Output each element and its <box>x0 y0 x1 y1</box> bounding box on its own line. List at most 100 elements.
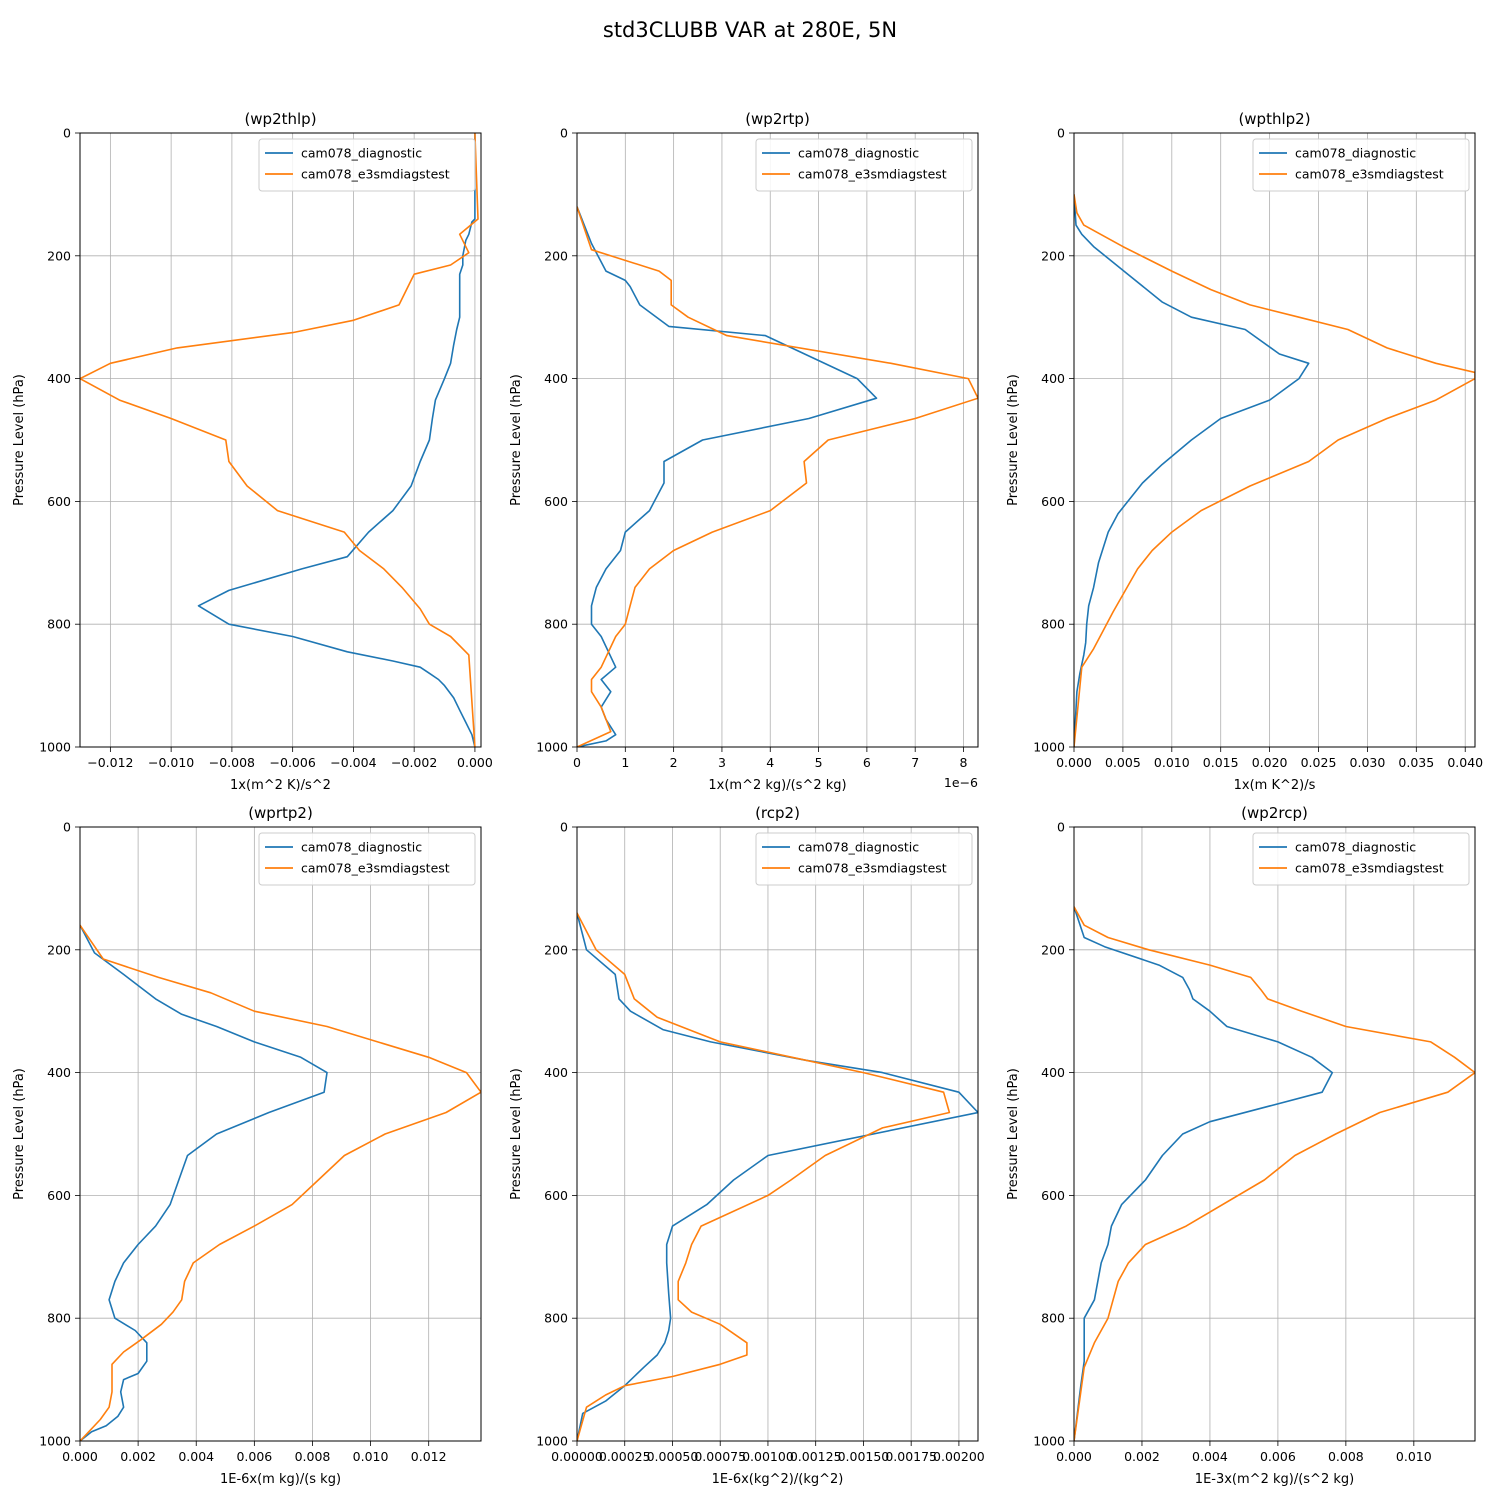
y-tick-label: 200 <box>544 942 568 957</box>
y-tick-label: 600 <box>1041 1188 1065 1203</box>
x-tick-label: 0.040 <box>1447 755 1483 770</box>
series-line-cam078_diagnostic <box>577 206 878 747</box>
legend-box <box>1252 138 1470 192</box>
subplot-6: 0.000 0.002 0.004 0.006 0.008 0.010 0 200 400 600… <box>1006 804 1476 1487</box>
figure-title: std3CLUBB VAR at 280E, 5N <box>603 18 897 42</box>
y-axis-label: Pressure Level (hPa) <box>1006 1068 1021 1200</box>
y-tick-label: 800 <box>1041 1311 1065 1326</box>
x-tick-label: 0.000 <box>62 1449 98 1464</box>
y-axis-label: Pressure Level (hPa) <box>509 1068 524 1200</box>
x-axis-label: 1x(m^2 K)/s^2 <box>230 778 331 793</box>
x-tick-label: 6 <box>863 755 871 770</box>
x-tick-label: 0.012 <box>411 1449 447 1464</box>
x-axis-label: 1x(m K^2)/s <box>1234 778 1316 793</box>
x-tick-label: 3 <box>718 755 726 770</box>
x-tick-label: 8 <box>960 755 968 770</box>
y-tick-label: 0 <box>1057 126 1065 141</box>
x-tick-label: 0 <box>573 755 581 770</box>
axes-frame <box>79 826 482 1442</box>
x-tick-label: 0.000 <box>1056 1449 1092 1464</box>
y-tick-label: 800 <box>47 1311 71 1326</box>
x-tick-label: 0.006 <box>1260 1449 1296 1464</box>
x-tick-label: 0.000 <box>457 755 493 770</box>
legend: cam078_diagnostic cam078_e3smdiagstest <box>1252 832 1470 886</box>
legend-entry: cam078_diagnostic <box>301 146 422 161</box>
y-axis-label: Pressure Level (hPa) <box>1006 374 1021 506</box>
x-tick-label: −0.008 <box>209 755 255 770</box>
x-tick-label: 0.00150 <box>838 1449 890 1464</box>
x-tick-label: 7 <box>911 755 919 770</box>
y-tick-label: 0 <box>560 126 568 141</box>
y-tick-label: 1000 <box>536 1434 568 1449</box>
legend-entry: cam078_e3smdiagstest <box>1295 167 1444 182</box>
y-tick-label: 800 <box>544 617 568 632</box>
legend: cam078_diagnostic cam078_e3smdiagstest <box>258 138 476 192</box>
x-offset-label: 1e−6 <box>944 775 978 790</box>
legend-entry: cam078_e3smdiagstest <box>301 861 450 876</box>
y-tick-label: 0 <box>1057 820 1065 835</box>
axes-frame <box>576 826 979 1442</box>
y-tick-label: 1000 <box>1033 740 1065 755</box>
y-tick-label: 1000 <box>39 740 71 755</box>
x-tick-label: 0.035 <box>1398 755 1434 770</box>
subplot-title: (wp2thlp) <box>244 110 316 128</box>
y-tick-label: 200 <box>1041 942 1065 957</box>
subplot-title: (wp2rtp) <box>745 110 810 128</box>
y-tick-label: 1000 <box>536 740 568 755</box>
x-tick-label: −0.002 <box>391 755 437 770</box>
y-axis-label: Pressure Level (hPa) <box>12 374 27 506</box>
subplot-title: (wpthlp2) <box>1238 110 1310 128</box>
x-tick-label: 5 <box>815 755 823 770</box>
x-tick-label: 0.00200 <box>933 1449 985 1464</box>
series-line-cam078_e3smdiagstest <box>577 912 951 1441</box>
legend-box <box>258 832 476 886</box>
y-tick-label: 800 <box>47 617 71 632</box>
x-tick-label: 0.010 <box>353 1449 389 1464</box>
x-tick-label: 2 <box>670 755 678 770</box>
series-line-cam078_diagnostic <box>1074 906 1334 1441</box>
series-line-cam078_e3smdiagstest <box>1074 906 1475 1441</box>
axes-frame <box>576 132 979 748</box>
x-tick-label: −0.004 <box>330 755 376 770</box>
x-axis-label: 1E-6x(kg^2)/(kg^2) <box>712 1472 844 1487</box>
x-tick-label: 0.006 <box>236 1449 272 1464</box>
series-line-cam078_diagnostic <box>80 924 328 1441</box>
axes-frame <box>1073 826 1476 1442</box>
x-tick-label: 0.004 <box>1192 1449 1228 1464</box>
legend-box <box>755 832 973 886</box>
y-axis-label: Pressure Level (hPa) <box>509 374 524 506</box>
subplot-title: (wp2rcp) <box>1241 804 1308 822</box>
legend: cam078_diagnostic cam078_e3smdiagstest <box>755 138 973 192</box>
x-tick-label: 0.010 <box>1396 1449 1432 1464</box>
legend-entry: cam078_diagnostic <box>1295 146 1416 161</box>
legend-entry: cam078_e3smdiagstest <box>301 167 450 182</box>
y-tick-label: 600 <box>47 1188 71 1203</box>
series-line-cam078_diagnostic <box>1074 194 1310 747</box>
y-tick-label: 400 <box>1041 371 1065 386</box>
legend-entry: cam078_diagnostic <box>1295 840 1416 855</box>
y-tick-label: 400 <box>47 371 71 386</box>
series-line-cam078_e3smdiagstest <box>577 206 978 747</box>
y-tick-label: 200 <box>544 248 568 263</box>
x-tick-label: 0.008 <box>295 1449 331 1464</box>
series-line-cam078_e3smdiagstest <box>1074 194 1475 747</box>
legend-box <box>1252 832 1470 886</box>
series-line-cam078_diagnostic <box>577 912 978 1441</box>
x-tick-label: −0.012 <box>87 755 133 770</box>
x-tick-label: 0.008 <box>1328 1449 1364 1464</box>
x-tick-label: −0.006 <box>270 755 316 770</box>
x-axis-label: 1x(m^2 kg)/(s^2 kg) <box>708 778 846 793</box>
y-tick-label: 600 <box>1041 494 1065 509</box>
axes-frame <box>79 132 482 748</box>
x-tick-label: 0.002 <box>120 1449 156 1464</box>
x-tick-label: 0.025 <box>1301 755 1337 770</box>
x-tick-label: 0.010 <box>1154 755 1190 770</box>
y-tick-label: 600 <box>544 1188 568 1203</box>
x-tick-label: 0.00100 <box>742 1449 794 1464</box>
y-tick-label: 0 <box>63 820 71 835</box>
axes-frame <box>1073 132 1476 748</box>
y-axis-label: Pressure Level (hPa) <box>12 1068 27 1200</box>
x-tick-label: 0.005 <box>1105 755 1141 770</box>
